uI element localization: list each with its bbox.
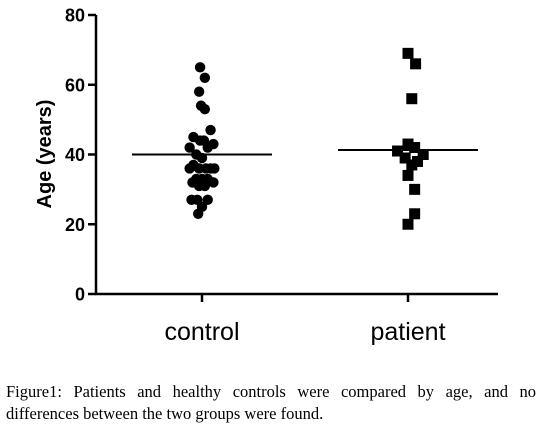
patient-point xyxy=(402,218,414,230)
y-tick-label: 80 xyxy=(65,6,85,26)
patient-point xyxy=(402,138,414,150)
patient-point xyxy=(402,169,414,181)
control-point xyxy=(193,86,205,97)
control-point xyxy=(193,208,204,219)
patient-point xyxy=(409,142,421,154)
control-point xyxy=(209,163,220,174)
patient-point xyxy=(417,149,429,160)
x-category-label: patient xyxy=(370,318,445,346)
patient-point xyxy=(402,47,414,59)
control-point xyxy=(208,138,219,150)
x-categories: control patient xyxy=(164,294,446,346)
y-axis-label: Age (years) xyxy=(34,100,56,209)
control-point xyxy=(199,103,211,115)
caption-text: Patients and healthy controls were compa… xyxy=(6,382,536,423)
mean-lines xyxy=(132,148,478,156)
control-point xyxy=(199,180,211,192)
control-point xyxy=(205,124,216,136)
y-ticks: 0 20 40 60 80 xyxy=(65,6,96,305)
patient-point xyxy=(406,159,418,171)
patient-point xyxy=(409,183,421,195)
caption-lead: Figure1: xyxy=(6,382,62,401)
patient-point xyxy=(392,145,404,157)
patient-point xyxy=(406,93,418,105)
control-point xyxy=(184,142,195,153)
figure-caption: Figure1: Patients and healthy controls w… xyxy=(6,381,536,425)
patient-point xyxy=(409,208,421,220)
control-point xyxy=(184,163,195,174)
patient-point xyxy=(399,152,411,164)
y-tick-label: 0 xyxy=(75,285,85,305)
y-tick-label: 40 xyxy=(65,145,85,165)
y-tick-label: 20 xyxy=(65,215,85,235)
data-points xyxy=(184,47,429,230)
control-point xyxy=(199,72,211,83)
control-point xyxy=(208,177,219,188)
control-point xyxy=(202,194,213,206)
y-tick-label: 60 xyxy=(65,75,85,95)
patient-point xyxy=(412,155,423,167)
control-point xyxy=(194,62,206,73)
scatter-chart: 0 20 40 60 80 control patient Age (years) xyxy=(34,6,498,346)
x-category-label: control xyxy=(164,318,239,346)
patient-point xyxy=(410,58,422,70)
